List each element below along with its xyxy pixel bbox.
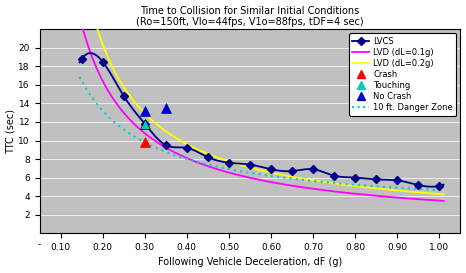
Legend: LVCS, LVD (dL=0.1g), LVD (dL=0.2g), Crash, Touching, No Crash, 10 ft. Danger Zon: LVCS, LVD (dL=0.1g), LVD (dL=0.2g), Cras…: [349, 34, 456, 116]
X-axis label: Following Vehicle Deceleration, dF (g): Following Vehicle Deceleration, dF (g): [158, 257, 342, 268]
Text: -: -: [38, 241, 41, 250]
Y-axis label: TTC (sec): TTC (sec): [6, 109, 15, 154]
Title: Time to Collision for Similar Initial Conditions
(Ro=150ft, Vlo=44fps, V1o=88fps: Time to Collision for Similar Initial Co…: [136, 5, 364, 27]
